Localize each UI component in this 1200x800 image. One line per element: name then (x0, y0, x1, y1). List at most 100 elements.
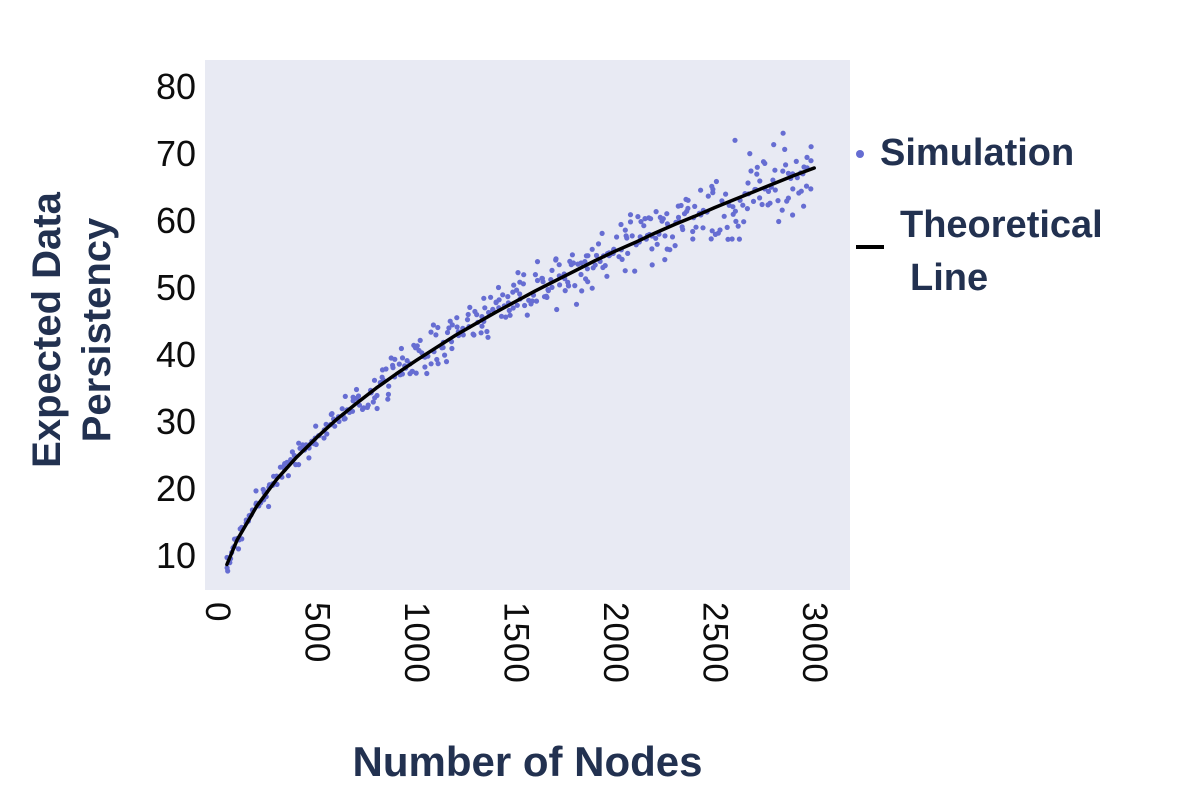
scatter-point (790, 212, 796, 218)
simulation-points (224, 130, 814, 574)
scatter-point (510, 305, 516, 311)
scatter-point (660, 216, 666, 222)
scatter-point (503, 314, 509, 320)
scatter-point (543, 293, 549, 299)
y-tick-label: 40 (155, 334, 196, 376)
scatter-point (771, 142, 777, 148)
scatter-point (690, 236, 696, 242)
scatter-point (700, 225, 706, 231)
scatter-point (785, 195, 792, 201)
legend-label-theoretical-line1: Theoretical (900, 204, 1103, 246)
scatter-point (649, 246, 655, 252)
scatter-point (235, 546, 242, 552)
scatter-point (759, 201, 765, 208)
scatter-point (339, 406, 345, 412)
scatter-point (328, 411, 334, 417)
x-tick-label: 2500 (695, 602, 735, 684)
scatter-point (353, 386, 360, 393)
scatter-point (740, 202, 746, 208)
scatter-point (772, 187, 778, 193)
scatter-point (721, 213, 727, 219)
scatter-point (470, 331, 476, 337)
plot-area (205, 60, 850, 590)
scatter-point (341, 416, 347, 422)
scatter-point (785, 170, 792, 176)
scatter-point (416, 347, 422, 354)
scatter-point (765, 188, 772, 194)
scatter-point (754, 171, 760, 177)
scatter-point (730, 204, 736, 210)
scatter-point (435, 361, 441, 367)
scatter-point (515, 270, 521, 276)
scatter-point (589, 246, 595, 252)
scatter-point (744, 206, 751, 212)
legend: Simulation Theoretical Line (856, 132, 1200, 305)
scatter-point (553, 257, 559, 263)
scatter-point (692, 203, 698, 209)
scatter-point (627, 219, 634, 225)
scatter-point (745, 180, 751, 186)
scatter-point (454, 315, 460, 321)
scatter-point (449, 322, 455, 328)
scatter-point (349, 408, 356, 414)
scatter-point (708, 236, 714, 242)
scatter-point (442, 352, 448, 358)
scatter-point (780, 168, 786, 174)
scatter-point (549, 284, 555, 290)
scatter-point (678, 202, 684, 209)
scatter-point (579, 288, 585, 294)
scatter-point (604, 273, 610, 279)
scatter-point (412, 345, 419, 351)
scatter-point (534, 277, 541, 284)
scatter-point (355, 393, 362, 399)
scatter-point (693, 224, 699, 230)
scatter-point (392, 356, 398, 362)
scatter-point (484, 328, 490, 335)
scatter-point (595, 241, 602, 247)
scatter-point (444, 329, 451, 336)
scatter-point (454, 324, 460, 330)
scatter-point (569, 252, 575, 258)
scatter-point (685, 197, 691, 203)
scatter-point (803, 183, 810, 189)
scatter-point (760, 159, 767, 165)
scatter-point (285, 473, 291, 479)
scatter-point (573, 301, 580, 307)
scatter-point (782, 146, 788, 152)
scatter-point (790, 186, 796, 192)
scatter-point (772, 167, 778, 173)
scatter-point (385, 391, 391, 397)
scatter-point (624, 235, 630, 241)
scatter-point (465, 311, 471, 318)
scatter-point (370, 399, 376, 405)
scatter-point (313, 423, 319, 429)
scatter-point (467, 304, 473, 310)
scatter-point (390, 365, 396, 371)
scatter-point (622, 227, 628, 233)
scatter-point (443, 359, 450, 365)
scatter-point (632, 268, 638, 274)
scatter-point (433, 332, 439, 338)
scatter-point (514, 287, 520, 293)
scatter-point (578, 271, 584, 278)
scatter-point (306, 455, 312, 461)
x-tick-label: 500 (297, 602, 337, 664)
scatter-point (539, 275, 545, 281)
scatter-point (225, 568, 231, 574)
scatter-point (754, 164, 760, 170)
scatter-point (313, 441, 319, 448)
scatter-point (562, 288, 568, 294)
scatter-point (653, 209, 659, 215)
scatter-point (511, 282, 517, 288)
x-tick-label: 0 (197, 602, 237, 623)
scatter-point (482, 305, 488, 311)
scatter-point (757, 195, 763, 201)
scatter-point (679, 224, 685, 230)
legend-item-simulation: Simulation (856, 132, 1200, 175)
legend-label-simulation: Simulation (880, 132, 1075, 174)
y-tick-label: 30 (155, 401, 196, 443)
scatter-point (522, 302, 528, 309)
scatter-point (629, 233, 635, 239)
scatter-point (342, 393, 348, 399)
scatter-point (625, 250, 631, 256)
